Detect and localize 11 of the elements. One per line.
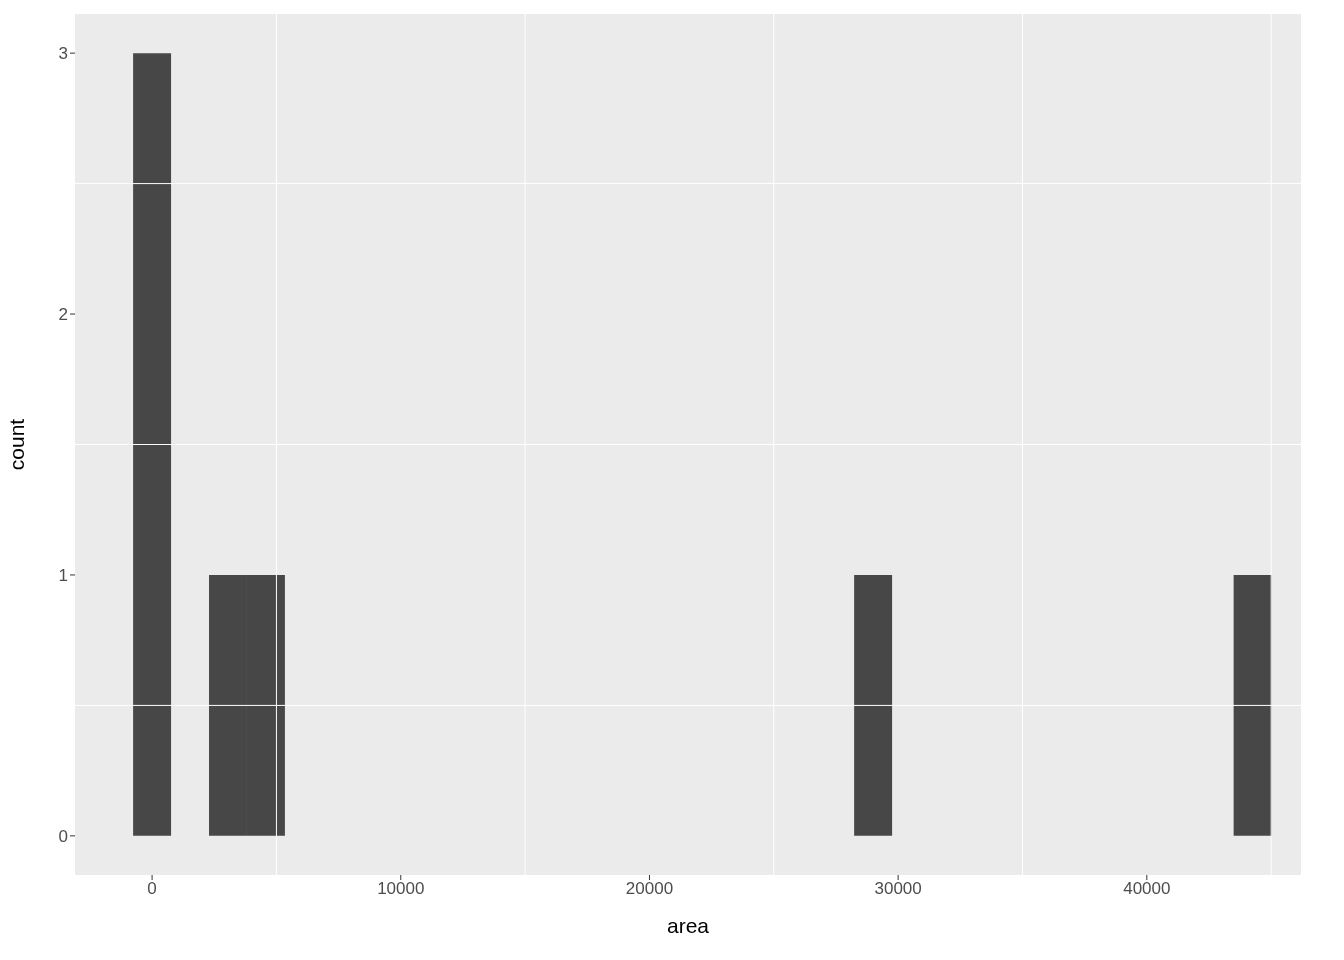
x-tick-label: 40000 [1123,879,1171,899]
y-tick-label: 0 [58,826,68,846]
x-tick-label: 10000 [377,879,425,899]
x-tick-label: 20000 [625,879,674,899]
y-tick-label: 2 [58,305,68,325]
y-tick-label: 3 [58,44,68,64]
x-tick-label: 0 [147,879,157,899]
y-tick-label: 1 [58,565,68,585]
x-tick-label: 30000 [874,879,922,899]
y-axis-title: count [5,418,29,471]
x-axis-title: area [666,914,710,937]
